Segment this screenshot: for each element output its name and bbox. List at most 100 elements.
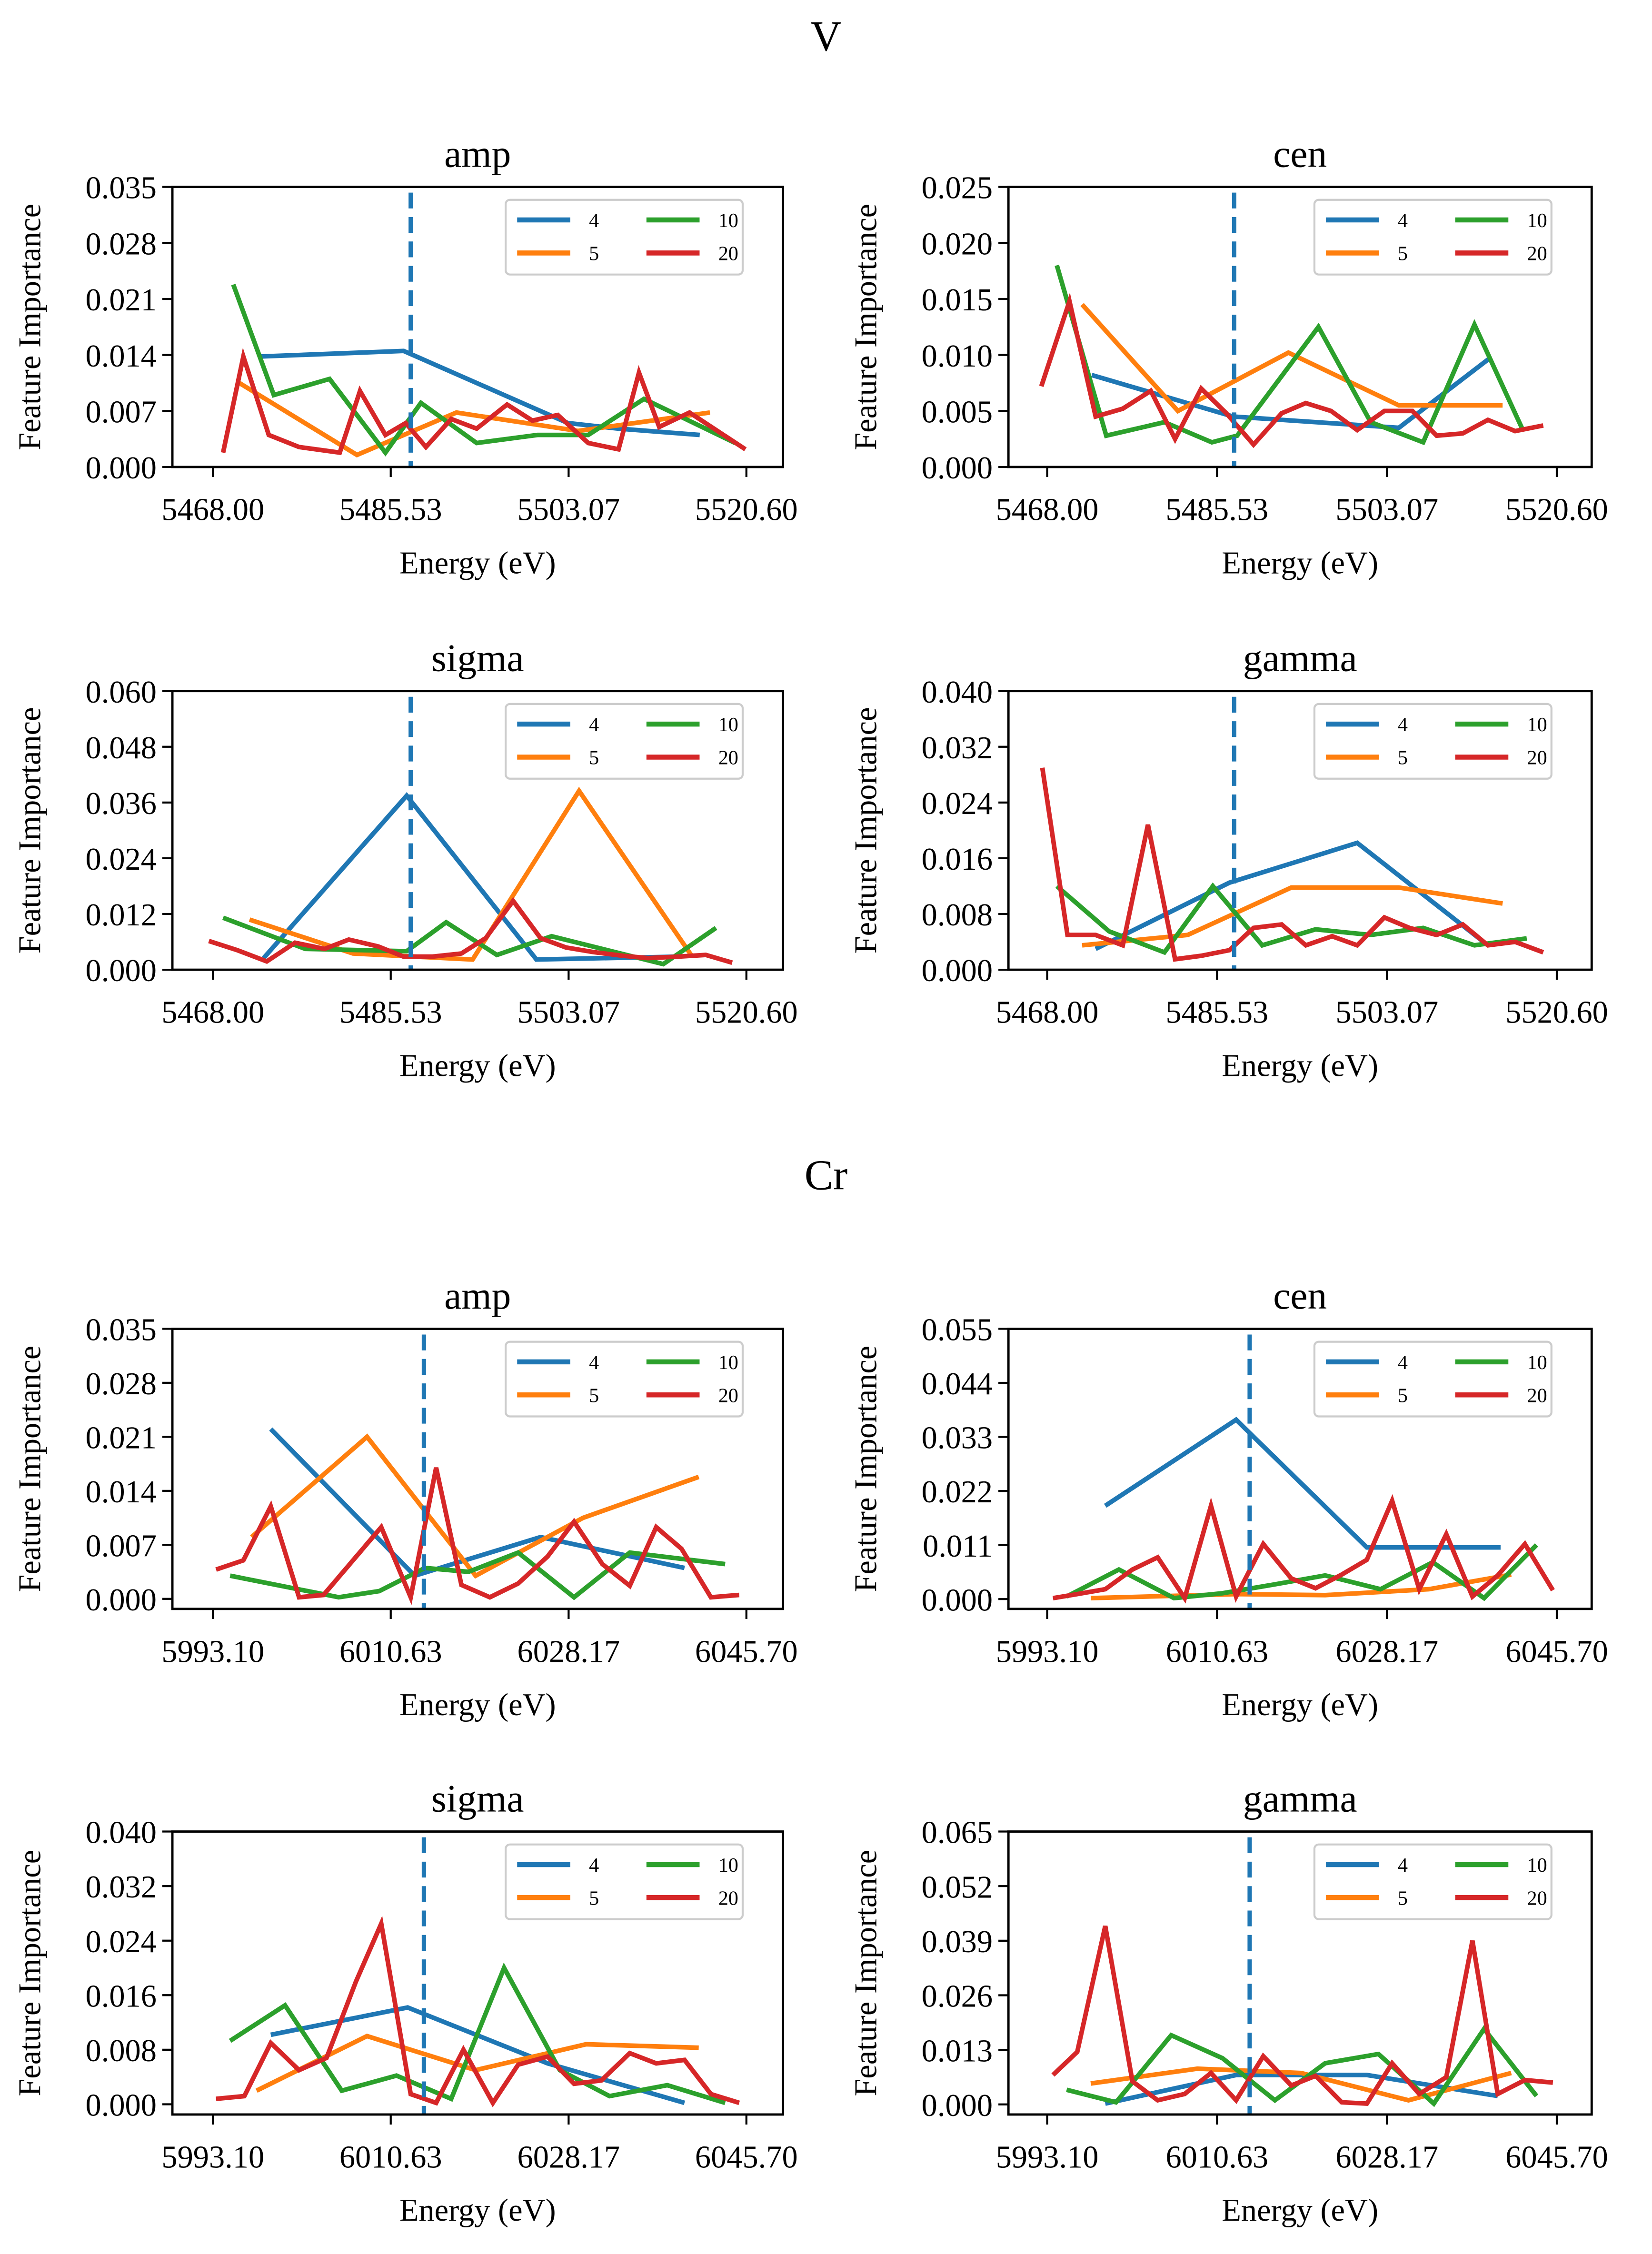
series-line-10 [229, 1550, 726, 1600]
y-tick-label: 0.055 [922, 1313, 993, 1348]
series-line-20 [220, 348, 747, 456]
x-axis-label: Energy (eV) [1222, 546, 1378, 580]
series-line-20 [216, 1916, 740, 2107]
legend-label-4: 4 [1398, 209, 1408, 232]
legend: 4 5 10 20 [505, 703, 744, 780]
y-axis-label: Feature Importance [849, 204, 884, 450]
series-line-20 [1039, 292, 1544, 448]
series-line-20 [215, 1467, 740, 1605]
y-tick-label: 0.028 [86, 1367, 157, 1401]
y-tick-label: 0.036 [86, 786, 157, 821]
x-axis-label: Energy (eV) [399, 2193, 556, 2228]
y-tick-label: 0.024 [922, 786, 993, 821]
x-tick-label: 6045.70 [1505, 2140, 1608, 2175]
legend-label-20: 20 [1527, 243, 1547, 265]
legend-label-10: 10 [1527, 1854, 1547, 1877]
axes-frame [171, 186, 784, 468]
y-tick-label: 0.000 [86, 451, 157, 486]
y-tick-label: 0.040 [922, 675, 993, 710]
y-axis-label: Feature Importance [12, 707, 47, 953]
x-tick-label: 5520.60 [1505, 995, 1608, 1030]
y-tick-label: 0.025 [922, 171, 993, 206]
series-line-5 [250, 1433, 700, 1579]
legend-label-10: 10 [1527, 209, 1547, 232]
legend: 4 5 10 20 [1313, 1340, 1552, 1418]
legend-label-4: 4 [589, 1854, 599, 1877]
x-axis-label: Energy (eV) [1222, 1688, 1378, 1722]
legend-label-5: 5 [589, 1887, 599, 1909]
x-tick-label: 5993.10 [161, 2140, 264, 2175]
y-tick-label: 0.016 [86, 1979, 157, 2014]
y-tick-label: 0.033 [922, 1421, 993, 1456]
x-tick-label: 6045.70 [695, 1634, 798, 1669]
y-tick-label: 0.044 [922, 1367, 993, 1401]
y-axis-label: Feature Importance [849, 1850, 884, 2096]
series-line-4 [262, 792, 678, 962]
legend-label-5: 5 [589, 1384, 599, 1407]
y-tick-label: 0.010 [922, 339, 993, 374]
y-tick-label: 0.065 [922, 1816, 993, 1850]
x-tick-label: 6010.63 [1165, 2140, 1268, 2175]
legend-label-10: 10 [1527, 1351, 1547, 1374]
legend-label-4: 4 [589, 209, 599, 232]
x-tick-label: 5520.60 [695, 493, 798, 527]
y-tick-label: 0.060 [86, 675, 157, 710]
y-tick-label: 0.032 [922, 731, 993, 765]
legend-label-5: 5 [1398, 1887, 1408, 1909]
axes-frame [171, 690, 784, 971]
legend: 4 5 10 20 [505, 199, 744, 276]
panel-title: gamma [1243, 1777, 1357, 1820]
legend-label-10: 10 [1527, 714, 1547, 736]
x-tick-label: 5993.10 [996, 2140, 1099, 2175]
panel-title: cen [1273, 132, 1327, 175]
series-line-20 [1051, 1926, 1553, 2106]
x-tick-label: 5503.07 [1335, 995, 1438, 1030]
legend-box [505, 199, 744, 276]
legend-label-5: 5 [1398, 747, 1408, 769]
x-tick-label: 5485.53 [1165, 493, 1268, 527]
series-line-10 [229, 1962, 726, 2105]
x-axis-label: Energy (eV) [1222, 2193, 1378, 2228]
legend-label-5: 5 [1398, 1384, 1408, 1407]
legend-label-20: 20 [718, 1384, 738, 1407]
y-tick-label: 0.026 [922, 1979, 993, 2014]
x-tick-label: 5485.53 [1165, 995, 1268, 1030]
y-axis-label: Feature Importance [849, 707, 884, 953]
series-line-20 [208, 897, 733, 965]
x-axis-label: Energy (eV) [399, 546, 556, 580]
legend-label-10: 10 [718, 1351, 738, 1374]
y-axis-label: Feature Importance [12, 1850, 47, 2096]
y-tick-label: 0.000 [922, 2088, 993, 2123]
y-axis-label: Feature Importance [12, 1346, 47, 1592]
legend-label-20: 20 [718, 243, 738, 265]
panel-title: gamma [1243, 636, 1357, 679]
x-axis-label: Energy (eV) [399, 1688, 556, 1722]
legend-label-4: 4 [1398, 1854, 1408, 1877]
series-line-5 [238, 381, 710, 458]
y-tick-label: 0.013 [922, 2034, 993, 2068]
axes-frame [1007, 690, 1593, 971]
legend: 4 5 10 20 [1313, 199, 1552, 276]
x-tick-label: 5468.00 [161, 995, 264, 1030]
y-tick-label: 0.048 [86, 731, 157, 765]
y-tick-label: 0.000 [922, 953, 993, 988]
y-tick-label: 0.021 [86, 1421, 157, 1456]
y-tick-label: 0.024 [86, 1925, 157, 1959]
legend-box [1313, 1340, 1552, 1418]
x-tick-label: 6028.17 [1335, 1634, 1438, 1669]
legend-label-20: 20 [718, 1887, 738, 1909]
y-tick-label: 0.000 [922, 1583, 993, 1618]
panel-title: cen [1273, 1274, 1327, 1317]
series-line-20 [1052, 1494, 1555, 1604]
legend: 4 5 10 20 [1313, 1843, 1552, 1920]
y-tick-label: 0.014 [86, 339, 157, 374]
legend-label-5: 5 [1398, 243, 1408, 265]
x-axis-label: Energy (eV) [1222, 1048, 1378, 1083]
y-tick-label: 0.035 [86, 171, 157, 206]
legend-box [505, 1340, 744, 1418]
y-tick-label: 0.039 [922, 1925, 993, 1959]
y-tick-label: 0.022 [922, 1475, 993, 1509]
y-tick-label: 0.000 [86, 1583, 157, 1618]
x-tick-label: 6045.70 [1505, 1634, 1608, 1669]
series-line-10 [1055, 882, 1527, 955]
